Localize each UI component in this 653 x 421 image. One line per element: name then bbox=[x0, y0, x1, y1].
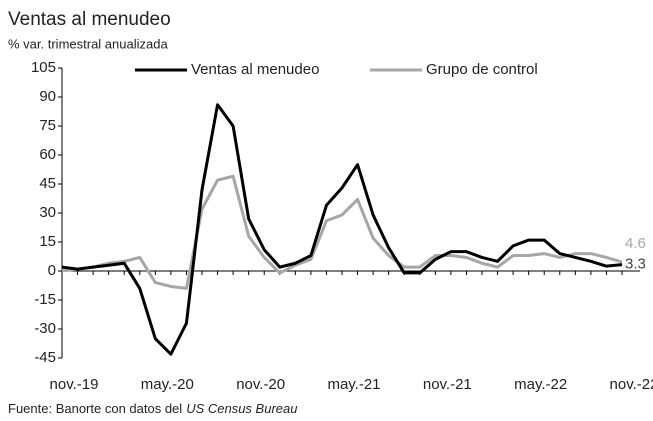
chart-title: Ventas al menudeo bbox=[8, 9, 171, 30]
y-tick-label: 45 bbox=[39, 175, 56, 192]
x-tick-label: nov.-19 bbox=[50, 376, 99, 393]
source: Fuente: Banorte con datos del US Census B… bbox=[8, 401, 297, 416]
y-tick-label: 30 bbox=[39, 204, 56, 221]
source-text: Fuente: Banorte con datos del bbox=[8, 401, 182, 416]
y-tick-label: -15 bbox=[34, 291, 56, 308]
y-tick-label: -30 bbox=[34, 320, 56, 337]
x-tick-label: may.-22 bbox=[514, 376, 567, 393]
x-tick-label: may.-21 bbox=[327, 376, 380, 393]
legend-label: Grupo de control bbox=[426, 61, 538, 78]
chart-subtitle: % var. trimestral anualizada bbox=[8, 36, 168, 51]
series-line bbox=[61, 103, 623, 356]
legend-label: Ventas al menudeo bbox=[191, 61, 319, 78]
x-tick-label: nov.-22 bbox=[610, 376, 653, 393]
y-tick-label: 75 bbox=[39, 117, 56, 134]
y-tick-label: 0 bbox=[48, 262, 56, 279]
source-emphasis: US Census Bureau bbox=[186, 401, 297, 416]
y-tick-label: 60 bbox=[39, 146, 56, 163]
end-label: 3.3 bbox=[625, 256, 646, 273]
x-tick-label: nov.-21 bbox=[423, 376, 472, 393]
series-line bbox=[61, 174, 623, 290]
y-tick-label: -45 bbox=[34, 349, 56, 366]
end-label: 4.6 bbox=[625, 235, 646, 252]
x-tick-label: may.-20 bbox=[141, 376, 194, 393]
y-tick-label: 105 bbox=[31, 59, 56, 76]
x-tick-label: nov.-20 bbox=[236, 376, 285, 393]
y-tick-label: 90 bbox=[39, 88, 56, 105]
y-tick-label: 15 bbox=[39, 233, 56, 250]
